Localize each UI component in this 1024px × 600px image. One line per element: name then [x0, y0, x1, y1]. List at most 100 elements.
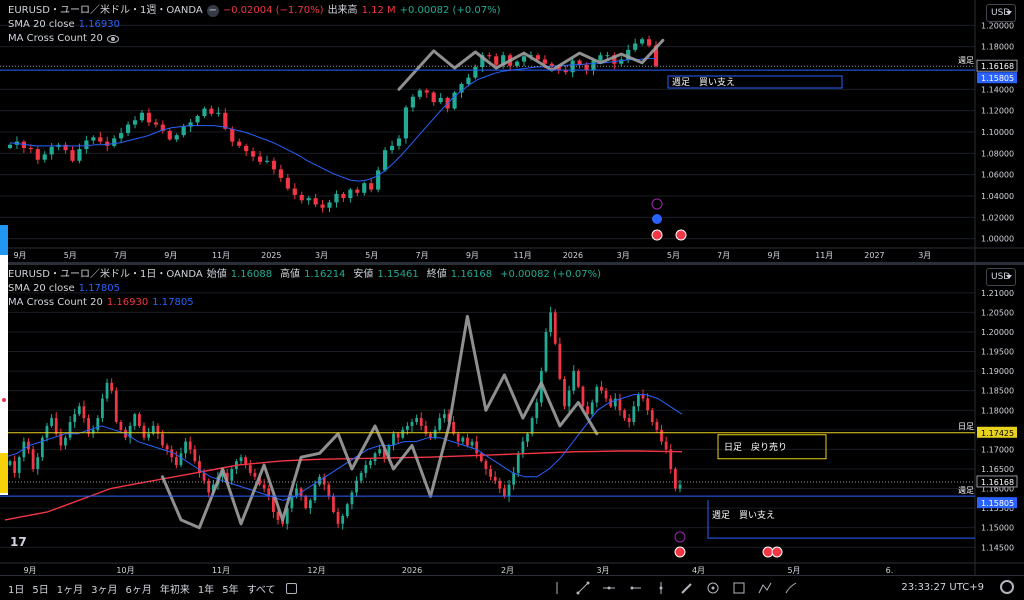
candle-body [539, 371, 543, 403]
candle-body [299, 194, 304, 201]
candle-body [392, 433, 395, 446]
drawing-toolbar[interactable] [0, 225, 8, 495]
range-1m-button[interactable]: 1ヶ月 [56, 584, 84, 596]
range-6m-button[interactable]: 6ヶ月 [125, 584, 152, 596]
daily-ma-cross-label[interactable]: MA Cross Count 20 [8, 297, 103, 308]
grid [0, 292, 975, 548]
time-tick: 2月 [501, 566, 514, 575]
candle-body [503, 488, 506, 497]
price-tick: 1.10000 [981, 128, 1014, 137]
candle-body [473, 66, 478, 78]
time-tick: 5月 [64, 251, 77, 260]
candle-body [530, 418, 534, 434]
candle-body [567, 390, 571, 407]
weekly-symbol-title[interactable]: EURUSD・ユーロ／米ドル・1週・OANDA [8, 5, 203, 16]
candle-body [142, 425, 146, 438]
candle-body [507, 484, 511, 497]
candle-body [28, 148, 33, 150]
candle-body [198, 461, 201, 473]
candle-body [137, 414, 141, 426]
range-5d-button[interactable]: 5日 [32, 584, 49, 596]
weekly-price-tag-text: 1.16168 [981, 62, 1014, 71]
candle-body [327, 484, 331, 497]
daily-low-value: 1.15461 [377, 269, 419, 280]
weekly-sma-label[interactable]: SMA 20 close [8, 19, 75, 30]
price-tick: 1.20000 [981, 328, 1014, 337]
price-tick: 1.08000 [981, 149, 1014, 158]
candle-body [112, 138, 117, 146]
brush-icon[interactable] [782, 579, 800, 597]
candle-body [292, 188, 297, 195]
range-3m-button[interactable]: 3ヶ月 [91, 584, 118, 596]
candle-body [590, 402, 594, 415]
eye-icon[interactable] [106, 35, 119, 43]
weekly-support-box-text: 週足 買い支え [672, 76, 735, 88]
price-tick: 1.20500 [981, 308, 1014, 317]
range-5y-button[interactable]: 5年 [222, 584, 239, 596]
clock[interactable]: 23:33:27 UTC+9 [901, 582, 984, 593]
trendline-icon[interactable] [574, 579, 592, 597]
minus-icon[interactable]: − [206, 5, 219, 17]
circle-icon[interactable] [704, 579, 722, 597]
horizontal-line-icon[interactable] [600, 579, 618, 597]
daily-chart-canvas[interactable]: 1.21000 1.20500 1.20000 1.19500 1.19000 1.185… [0, 265, 1024, 575]
rectangle-icon[interactable] [730, 579, 748, 597]
price-tick: 1.02000 [981, 213, 1014, 222]
range-ytd-button[interactable]: 年初来 [159, 584, 190, 596]
cursor-icon[interactable] [548, 579, 566, 597]
candle-body [627, 418, 631, 422]
time-tick: 6. [886, 566, 894, 575]
candle-body [49, 146, 54, 155]
candle-body [417, 90, 422, 97]
daily-sma200-line [4, 450, 683, 521]
range-1d-button[interactable]: 1日 [8, 584, 25, 596]
range-all-button[interactable]: すべて [246, 584, 276, 596]
weekly-support-tag [977, 72, 1017, 84]
horizontal-ray-icon[interactable] [626, 579, 644, 597]
candle-body [410, 96, 415, 108]
candle-body [230, 128, 235, 142]
candle-body [42, 154, 47, 160]
weekly-chart-pane[interactable]: 1.20000 1.18000 1.14000 1.12000 1.10000 1.080… [0, 0, 1024, 262]
candle-body [209, 108, 214, 114]
candle-body [405, 425, 409, 430]
candle-body [64, 437, 67, 446]
range-1y-button[interactable]: 1年 [197, 584, 215, 596]
weekly-sma20-line [9, 57, 656, 182]
lightning-icon [674, 531, 686, 543]
candle-body [96, 418, 100, 430]
weekly-currency-select[interactable]: USD [986, 4, 1016, 22]
daily-chart-pane[interactable]: 1.21000 1.20500 1.20000 1.19500 1.19000 1.185… [0, 262, 1024, 575]
daily-symbol-title[interactable]: EURUSD・ユーロ／米ドル・1日・OANDA [8, 269, 203, 280]
candle-body [389, 145, 395, 151]
vertical-line-icon[interactable] [652, 579, 670, 597]
calendar-icon[interactable] [285, 582, 297, 594]
candle-body [153, 122, 158, 125]
price-tick: 1.15000 [981, 524, 1014, 533]
candle-body [223, 112, 228, 129]
weekly-chart-canvas[interactable]: 1.20000 1.18000 1.14000 1.12000 1.10000 1.080… [0, 0, 1024, 262]
candle-body [396, 433, 400, 438]
candle-body [549, 63, 554, 66]
candle-body [207, 480, 211, 493]
candle-body [604, 390, 608, 399]
bottom-toolbar: 1日 5日 1ヶ月 3ヶ月 6ヶ月 年初来 1年 5年 すべて 23:33:27… [0, 575, 1024, 600]
daily-level-name: 日足 [958, 422, 974, 431]
weekly-ma-cross-label[interactable]: MA Cross Count 20 [8, 33, 103, 44]
time-tick: 7月 [416, 251, 429, 260]
settings-icon[interactable] [1000, 580, 1014, 594]
daily-close-value: 1.16168 [450, 269, 493, 280]
candle-body [271, 160, 277, 170]
candle-body [98, 137, 103, 142]
candle-body [156, 425, 160, 434]
daily-sma-label[interactable]: SMA 20 close [8, 283, 75, 294]
candle-body [146, 112, 152, 123]
candle-body [431, 92, 436, 103]
pencil-icon[interactable] [678, 579, 696, 597]
daily-sma-value: 1.17805 [78, 283, 121, 294]
daily-currency-select[interactable]: USD [986, 268, 1016, 286]
candle-body [105, 382, 109, 399]
candle-body [640, 39, 645, 44]
price-tick: 1.19500 [981, 348, 1014, 357]
polyline-icon[interactable] [756, 579, 774, 597]
